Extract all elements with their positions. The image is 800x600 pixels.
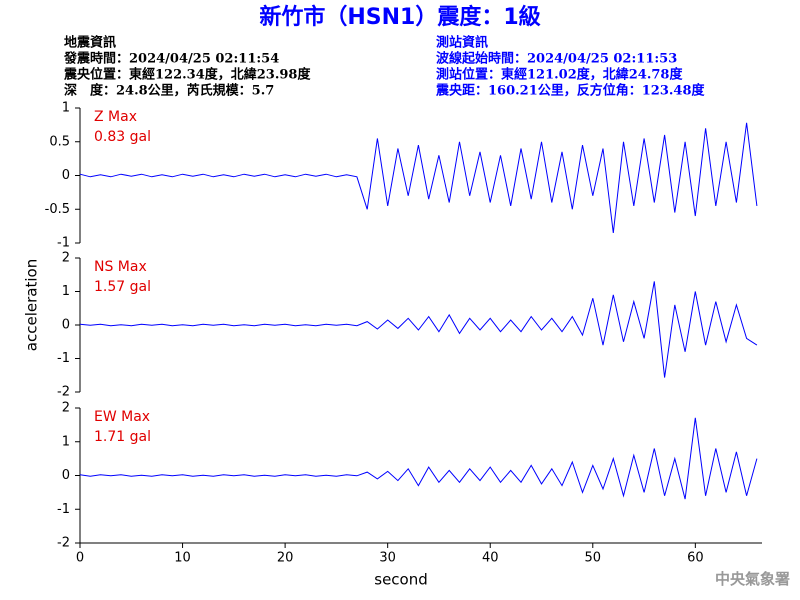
- footer: 中央氣象署: [715, 570, 790, 588]
- x-tick-label: 10: [174, 551, 191, 566]
- info-line: 波線起始時間：2024/04/25 02:11:53: [436, 51, 677, 67]
- y-tick-label: -2: [57, 536, 70, 551]
- x-tick-label: 30: [379, 551, 396, 566]
- y-tick-label: 0: [62, 468, 70, 483]
- y-tick-label: 1: [62, 284, 70, 299]
- y-tick-label: -1: [57, 502, 70, 517]
- x-tick-label: 20: [277, 551, 294, 566]
- panel-label: NS Max: [94, 259, 147, 275]
- y-tick-label: -1: [57, 351, 70, 366]
- info-line: 震央距：160.21公里，反方位角：123.48度: [435, 83, 706, 99]
- title: 新竹市（HSN1）震度：1級: [259, 4, 540, 30]
- panel-label: EW Max: [94, 409, 150, 425]
- info-line: 深 度：24.8公里，芮氏規模：5.7: [64, 83, 274, 99]
- y-tick-label: 2: [62, 401, 70, 416]
- x-tick-label: 60: [687, 551, 704, 566]
- waveform: [79, 417, 758, 500]
- waveform: [79, 122, 758, 233]
- x-tick-label: 50: [585, 551, 602, 566]
- panel-label: Z Max: [94, 109, 137, 125]
- panel-max: 1.71 gal: [94, 429, 151, 445]
- panel-max: 1.57 gal: [94, 279, 151, 295]
- y-tick-label: 1: [62, 101, 70, 116]
- x-tick-label: 0: [76, 551, 84, 566]
- info-line: 地震資訊: [64, 35, 116, 51]
- y-tick-label: 0: [62, 168, 70, 183]
- x-axis-label: second: [374, 571, 428, 589]
- waveform: [79, 281, 758, 378]
- y-axis-label: acceleration: [23, 259, 41, 351]
- x-tick-label: 40: [482, 551, 499, 566]
- y-tick-label: 0: [62, 318, 70, 333]
- info-line: 震央位置：東經122.34度，北緯23.98度: [63, 67, 311, 83]
- y-tick-label: -2: [57, 385, 70, 400]
- y-tick-label: 1: [62, 434, 70, 449]
- panel-max: 0.83 gal: [94, 129, 151, 145]
- y-tick-label: -0.5: [45, 202, 70, 217]
- info-line: 測站位置：東經121.02度，北緯24.78度: [436, 67, 683, 83]
- y-tick-label: 2: [62, 251, 70, 266]
- y-tick-label: -1: [57, 236, 70, 251]
- y-tick-label: 0.5: [49, 134, 70, 149]
- info-line: 發震時間：2024/04/25 02:11:54: [63, 51, 279, 67]
- info-line: 測站資訊: [436, 35, 488, 51]
